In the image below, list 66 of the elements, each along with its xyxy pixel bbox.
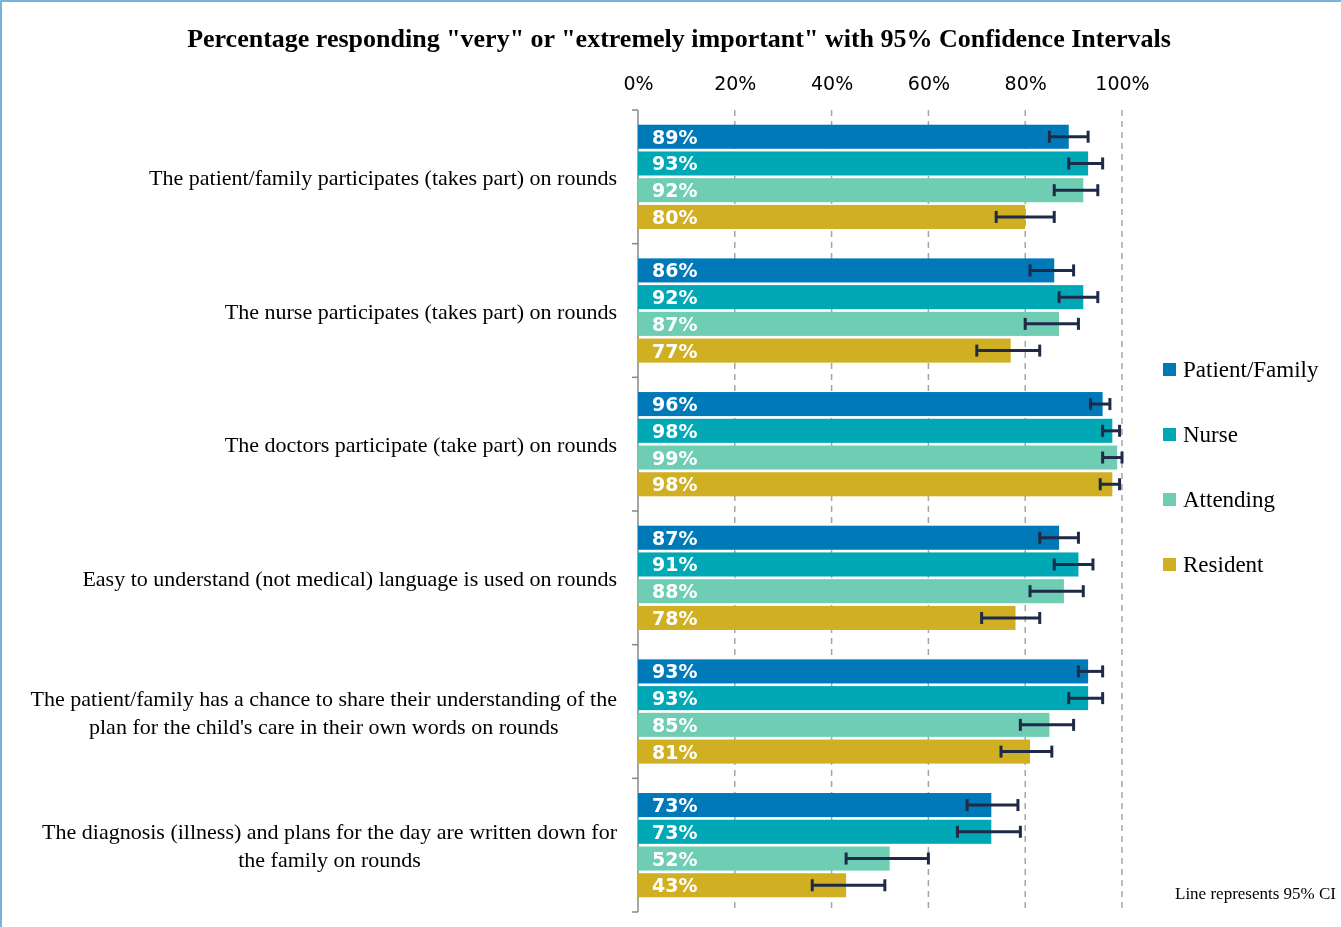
bar bbox=[638, 525, 1060, 550]
bar bbox=[638, 873, 847, 898]
legend-label: Patient/Family bbox=[1183, 357, 1319, 382]
legend-label: Nurse bbox=[1183, 422, 1238, 447]
data-label: 93% bbox=[652, 687, 698, 710]
data-label: 87% bbox=[652, 312, 698, 335]
data-label: 43% bbox=[652, 874, 698, 897]
legend-label: Resident bbox=[1183, 552, 1265, 577]
data-label: 86% bbox=[652, 259, 698, 282]
data-label: 88% bbox=[652, 580, 698, 603]
data-label: 92% bbox=[652, 286, 698, 309]
bar bbox=[638, 151, 1089, 176]
x-tick-label: 0% bbox=[623, 72, 654, 94]
bar bbox=[638, 579, 1064, 604]
bar bbox=[638, 712, 1050, 737]
data-label: 85% bbox=[652, 713, 698, 736]
bar bbox=[638, 178, 1084, 203]
bar bbox=[638, 418, 1113, 443]
bar bbox=[638, 311, 1060, 336]
bar bbox=[638, 659, 1089, 684]
x-tick-label: 40% bbox=[810, 72, 854, 94]
bar bbox=[638, 472, 1113, 497]
bar bbox=[638, 392, 1103, 417]
y-tick-label: The diagnosis (illness) and plans for the day are written down for the family on rounds bbox=[42, 819, 618, 873]
data-label: 87% bbox=[652, 526, 698, 549]
data-label: 78% bbox=[652, 606, 698, 629]
data-label: 91% bbox=[652, 553, 698, 576]
bar bbox=[638, 552, 1079, 577]
data-label: 52% bbox=[652, 847, 698, 870]
data-label: 81% bbox=[652, 740, 698, 763]
y-tick-label: The nurse participates (takes part) on rounds bbox=[224, 298, 617, 324]
data-label: 73% bbox=[652, 794, 698, 817]
y-tick-label: Easy to understand (not medical) language is used on rounds bbox=[82, 565, 617, 591]
y-tick-label: The patient/family has a chance to share their understanding of the plan for the child's care in their own words on rounds bbox=[30, 685, 617, 739]
bar bbox=[638, 605, 1016, 630]
bar bbox=[638, 124, 1069, 149]
bar bbox=[638, 445, 1118, 470]
bar bbox=[638, 204, 1026, 229]
data-label: 98% bbox=[652, 419, 698, 442]
bar bbox=[638, 686, 1089, 711]
data-label: 73% bbox=[652, 820, 698, 843]
x-tick-label: 80% bbox=[1004, 72, 1047, 94]
data-label: 93% bbox=[652, 152, 698, 175]
data-label: 80% bbox=[652, 205, 698, 228]
x-tick-label: 20% bbox=[714, 72, 757, 94]
data-label: 98% bbox=[652, 473, 698, 496]
data-label: 93% bbox=[652, 660, 698, 683]
bar bbox=[638, 338, 1011, 363]
data-label: 96% bbox=[652, 393, 698, 416]
data-label: 92% bbox=[652, 179, 698, 202]
bar bbox=[638, 846, 890, 871]
legend-label: Attending bbox=[1183, 487, 1276, 512]
data-label: 77% bbox=[652, 339, 698, 362]
x-tick-label: 60% bbox=[907, 72, 951, 94]
data-label: 99% bbox=[652, 446, 698, 469]
y-tick-label: The patient/family participates (takes part) on rounds bbox=[149, 164, 617, 190]
text: Line represents 95% CI bbox=[1175, 884, 1337, 903]
bar bbox=[638, 285, 1084, 310]
bar bbox=[638, 739, 1031, 764]
x-tick-label: 100% bbox=[1095, 72, 1150, 94]
bar bbox=[638, 258, 1055, 283]
y-tick-label: The doctors participate (take part) on rounds bbox=[224, 432, 617, 458]
chart-title: Percentage responding "very" or "extremely important" with 95% Confidence Intervals bbox=[187, 24, 1171, 53]
data-label: 89% bbox=[652, 125, 698, 148]
bar bbox=[638, 793, 992, 818]
bar bbox=[638, 819, 992, 844]
